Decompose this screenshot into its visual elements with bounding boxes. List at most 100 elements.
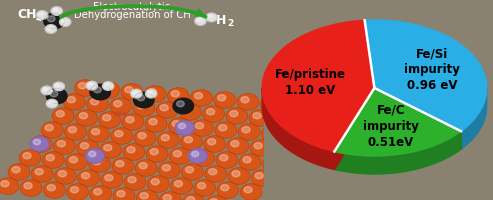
Circle shape — [193, 150, 214, 166]
Circle shape — [87, 96, 108, 112]
Circle shape — [81, 173, 90, 179]
Circle shape — [54, 138, 75, 154]
Circle shape — [157, 132, 179, 148]
Circle shape — [227, 138, 249, 154]
Circle shape — [265, 129, 273, 135]
Circle shape — [195, 123, 204, 129]
Circle shape — [0, 178, 19, 194]
Polygon shape — [334, 131, 461, 174]
Circle shape — [125, 87, 133, 93]
Circle shape — [86, 81, 98, 90]
Circle shape — [186, 197, 195, 200]
Circle shape — [123, 144, 145, 160]
Circle shape — [90, 84, 110, 100]
Circle shape — [216, 152, 238, 168]
Circle shape — [160, 105, 168, 111]
Circle shape — [48, 101, 53, 104]
Circle shape — [173, 98, 194, 114]
Circle shape — [244, 187, 252, 193]
Circle shape — [77, 140, 99, 156]
Circle shape — [114, 101, 122, 107]
Circle shape — [58, 171, 67, 177]
Circle shape — [45, 25, 57, 33]
Circle shape — [176, 101, 184, 107]
Circle shape — [237, 94, 259, 110]
Circle shape — [192, 151, 199, 157]
Circle shape — [85, 149, 105, 163]
Polygon shape — [334, 88, 461, 156]
Circle shape — [204, 136, 225, 152]
Circle shape — [31, 136, 52, 152]
Circle shape — [34, 139, 40, 145]
Circle shape — [134, 92, 154, 108]
Circle shape — [254, 143, 262, 149]
Circle shape — [70, 157, 77, 163]
Circle shape — [64, 94, 85, 110]
Circle shape — [173, 151, 181, 157]
Circle shape — [126, 117, 134, 123]
Circle shape — [43, 88, 47, 91]
Circle shape — [99, 112, 120, 128]
Circle shape — [208, 139, 216, 145]
Circle shape — [197, 153, 205, 159]
Text: Fe/C
impurity
0.51eV: Fe/C impurity 0.51eV — [363, 104, 419, 149]
Circle shape — [46, 155, 54, 161]
Circle shape — [55, 168, 76, 184]
Circle shape — [138, 133, 146, 139]
Circle shape — [8, 164, 30, 180]
Circle shape — [19, 150, 41, 166]
Text: Dehydrogenation of CH: Dehydrogenation of CH — [73, 10, 190, 20]
Circle shape — [38, 12, 43, 15]
Circle shape — [191, 90, 212, 106]
Circle shape — [88, 83, 92, 86]
Circle shape — [78, 83, 87, 89]
Circle shape — [239, 154, 261, 170]
Circle shape — [110, 98, 132, 114]
Circle shape — [217, 95, 226, 101]
Circle shape — [111, 128, 133, 144]
Circle shape — [178, 123, 185, 129]
Circle shape — [112, 158, 134, 174]
Circle shape — [124, 174, 146, 190]
Circle shape — [32, 166, 53, 182]
Circle shape — [228, 168, 250, 184]
Circle shape — [179, 104, 201, 120]
Circle shape — [151, 179, 159, 185]
Circle shape — [261, 126, 283, 142]
Circle shape — [23, 153, 31, 159]
Circle shape — [79, 113, 88, 119]
Circle shape — [70, 187, 78, 193]
Circle shape — [94, 87, 101, 93]
Circle shape — [100, 142, 122, 158]
Circle shape — [146, 146, 168, 162]
Circle shape — [62, 19, 66, 22]
Circle shape — [260, 96, 282, 112]
Circle shape — [184, 137, 193, 143]
Circle shape — [103, 82, 114, 90]
Circle shape — [93, 159, 101, 165]
Circle shape — [30, 137, 49, 151]
Circle shape — [137, 103, 145, 109]
Circle shape — [105, 175, 113, 181]
Circle shape — [249, 110, 271, 126]
Circle shape — [161, 135, 170, 141]
Polygon shape — [375, 88, 461, 149]
Circle shape — [89, 151, 96, 157]
Circle shape — [137, 95, 145, 101]
Circle shape — [197, 18, 201, 21]
Circle shape — [232, 171, 240, 177]
Circle shape — [45, 125, 53, 131]
Circle shape — [198, 183, 206, 189]
Circle shape — [53, 8, 57, 11]
Circle shape — [50, 91, 58, 97]
Circle shape — [226, 108, 247, 124]
Circle shape — [1, 181, 9, 187]
Circle shape — [183, 107, 191, 113]
Circle shape — [134, 130, 156, 146]
Text: H: H — [216, 14, 227, 26]
Circle shape — [60, 18, 71, 26]
Circle shape — [175, 181, 182, 187]
Circle shape — [135, 160, 157, 176]
Circle shape — [217, 182, 239, 198]
Polygon shape — [262, 88, 334, 170]
